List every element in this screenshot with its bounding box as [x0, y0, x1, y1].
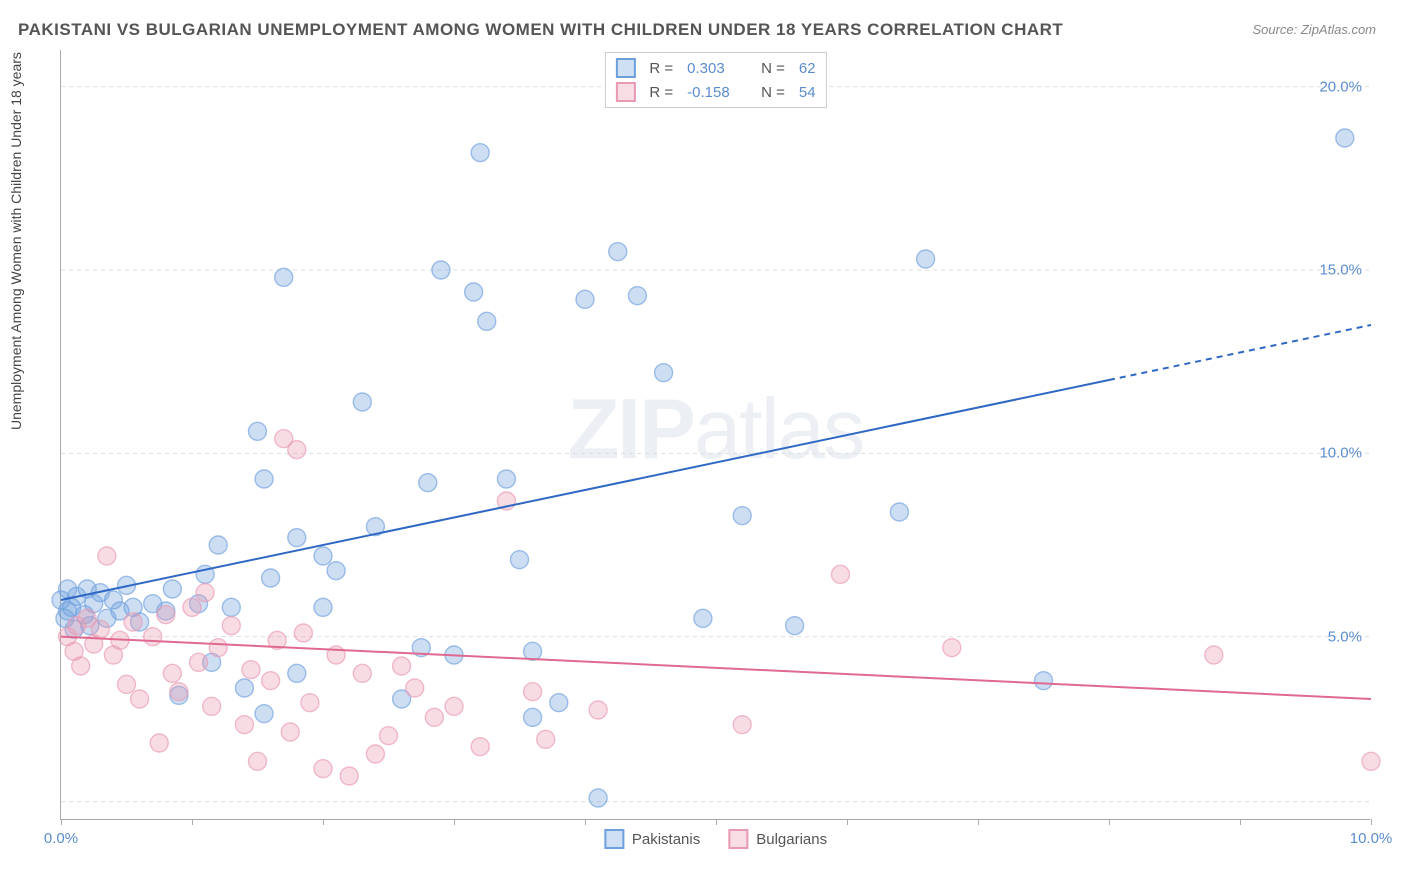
n-label: N = — [761, 60, 785, 77]
y-tick-label: 10.0% — [1319, 445, 1362, 462]
correlation-legend: R = 0.303 N = 62 R = -0.158 N = 54 — [604, 52, 826, 108]
chart-title: PAKISTANI VS BULGARIAN UNEMPLOYMENT AMON… — [18, 20, 1063, 40]
r-value: -0.158 — [687, 84, 747, 101]
r-value: 0.303 — [687, 60, 747, 77]
y-axis-label: Unemployment Among Women with Children U… — [8, 52, 24, 430]
trend-line — [61, 637, 1371, 699]
series-legend-item: Bulgarians — [728, 829, 827, 849]
trend-line — [61, 380, 1109, 600]
n-value: 62 — [799, 60, 816, 77]
y-tick-label: 15.0% — [1319, 262, 1362, 279]
trend-line-extrapolated — [1109, 325, 1371, 380]
x-tick-label: 0.0% — [44, 830, 78, 847]
source-credit: Source: ZipAtlas.com — [1252, 22, 1376, 37]
legend-swatch — [604, 829, 624, 849]
r-label: R = — [649, 60, 673, 77]
legend-swatch — [615, 58, 635, 78]
y-tick-label: 5.0% — [1328, 628, 1362, 645]
n-value: 54 — [799, 84, 816, 101]
chart-area: ZIPatlas R =0.303N =62R =-0.158N =54 Pak… — [60, 50, 1370, 820]
series-legend: Pakistanis Bulgarians — [604, 829, 827, 849]
r-label: R = — [649, 84, 673, 101]
series-legend-item: Pakistanis — [604, 829, 700, 849]
correlation-legend-row: R = -0.158 N = 54 — [615, 80, 815, 104]
series-name: Bulgarians — [756, 831, 827, 848]
correlation-legend-row: R = 0.303 N = 62 — [615, 56, 815, 80]
n-label: N = — [761, 84, 785, 101]
legend-swatch — [728, 829, 748, 849]
trend-layer — [61, 50, 1370, 819]
series-name: Pakistanis — [632, 831, 700, 848]
legend-swatch — [615, 82, 635, 102]
y-tick-label: 20.0% — [1319, 78, 1362, 95]
x-tick-label: 10.0% — [1350, 830, 1393, 847]
